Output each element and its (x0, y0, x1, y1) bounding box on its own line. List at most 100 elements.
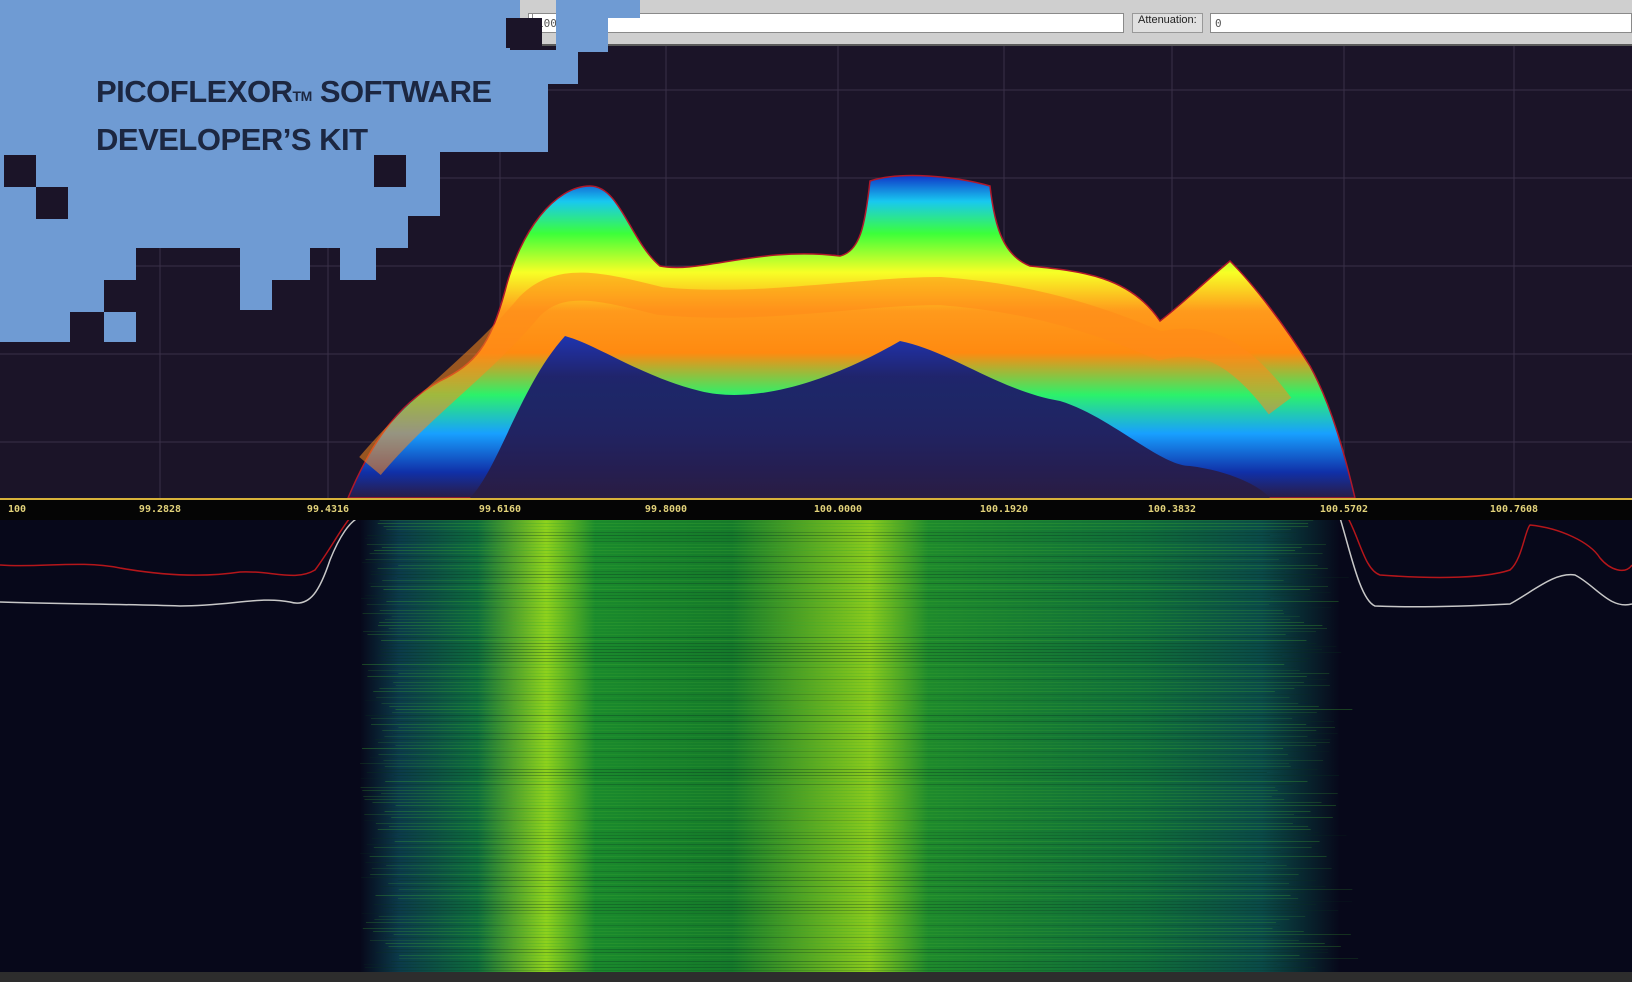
waterfall-line (369, 940, 1299, 941)
waterfall-line (386, 643, 1317, 644)
waterfall-line (399, 958, 1359, 959)
waterfall-line (372, 802, 1322, 803)
waterfall-line (362, 928, 1273, 929)
waterfall-line (398, 727, 1336, 728)
waterfall-line (375, 823, 1293, 824)
waterfall-line (398, 889, 1353, 890)
waterfall-line (360, 853, 1319, 854)
brand-block (0, 248, 136, 280)
waterfall-line (392, 712, 1317, 713)
waterfall-line (379, 649, 1323, 650)
brand-block (0, 216, 408, 248)
brand-title-software: SOFTWARE (311, 74, 492, 109)
waterfall-line (363, 631, 1316, 632)
brand-block-cutout (36, 187, 68, 219)
waterfall-line (365, 862, 1267, 863)
waterfall-line (391, 817, 1333, 818)
waterfall-line (397, 880, 1317, 881)
waterfall-line (364, 538, 1292, 539)
waterfall-line (378, 646, 1337, 647)
waterfall-line (371, 868, 1332, 869)
waterfall-line (384, 556, 1309, 557)
waterfall-line (391, 616, 1300, 617)
waterfall-line (382, 907, 1301, 908)
waterfall-line (393, 934, 1351, 935)
waterfall-line (364, 814, 1295, 815)
waterfall-line (377, 523, 1309, 524)
waterfall-line (369, 871, 1304, 872)
waterfall-line (378, 916, 1306, 917)
waterfall-line (366, 844, 1315, 845)
brand-title-word: PICOFLEXOR (96, 74, 293, 109)
waterfall-line (379, 688, 1295, 689)
waterfall-line (383, 760, 1324, 761)
waterfall-line (380, 886, 1326, 887)
waterfall-line (393, 682, 1304, 683)
axis-tick-label: 99.6160 (478, 504, 522, 515)
waterfall-line (365, 922, 1276, 923)
waterfall-line (372, 838, 1296, 839)
waterfall-line (381, 652, 1342, 653)
waterfall-line (385, 781, 1308, 782)
waterfall-signal (360, 520, 1340, 972)
brand-block (340, 248, 376, 280)
waterfall-line (393, 775, 1339, 776)
waterfall-line (362, 664, 1285, 665)
waterfall-line (370, 874, 1299, 875)
waterfall-line (370, 571, 1285, 572)
trademark-mark: TM (292, 88, 313, 104)
peak-trace-left (0, 520, 350, 577)
waterfall-line (397, 898, 1299, 899)
waterfall-line (391, 961, 1309, 962)
waterfall-line (386, 892, 1305, 893)
waterfall-line (363, 796, 1272, 797)
waterfall-line (385, 937, 1295, 938)
waterfall-line (388, 826, 1309, 827)
average-trace-right (1339, 520, 1632, 608)
waterfall-line (396, 721, 1334, 722)
brand-block (0, 312, 70, 342)
brand-block (240, 248, 310, 280)
brand-block-cutout (506, 18, 542, 48)
spectrum-orange-band (359, 272, 1292, 475)
waterfall-line (386, 865, 1287, 866)
waterfall-line (366, 544, 1326, 545)
waterfall-line (368, 670, 1300, 671)
attenuation-input[interactable]: 0 (1210, 13, 1632, 33)
waterfall-line (383, 949, 1329, 950)
waterfall-line (395, 685, 1330, 686)
frequency-axis: 100 99.2828 99.4316 99.6160 99.8000 100.0000 1… (0, 498, 1632, 522)
waterfall-line (379, 622, 1305, 623)
brand-block (556, 18, 608, 52)
waterfall-line (395, 805, 1336, 806)
waterfall-line (369, 856, 1327, 857)
waterfall-line (361, 877, 1296, 878)
waterfall-line (381, 640, 1307, 641)
waterfall-line (364, 820, 1292, 821)
waterfall-line (377, 769, 1318, 770)
waterfall-line (362, 613, 1284, 614)
brand-block (104, 312, 136, 342)
waterfall-line (365, 715, 1309, 716)
waterfall-line (378, 970, 1311, 971)
waterfall-line (369, 553, 1323, 554)
brand-block (240, 280, 272, 310)
waterfall-line (364, 799, 1285, 800)
brand-block (0, 280, 104, 312)
waterfall-line (367, 535, 1271, 536)
waterfall-line (382, 580, 1284, 581)
waterfall-line (394, 841, 1320, 842)
waterfall-line (386, 601, 1339, 602)
axis-tick-label: 99.8000 (644, 504, 688, 515)
brand-title-line2: DEVELOPER’S KIT (96, 122, 368, 157)
waterfall-line (386, 667, 1296, 668)
waterfall-line (373, 925, 1280, 926)
waterfall-line (371, 718, 1293, 719)
waterfall-line (377, 655, 1283, 656)
waterfall-line (372, 679, 1327, 680)
waterfall-line (386, 658, 1310, 659)
waterfall-line (367, 634, 1286, 635)
brand-block-cutout (374, 155, 406, 187)
waterfall-line (365, 595, 1313, 596)
